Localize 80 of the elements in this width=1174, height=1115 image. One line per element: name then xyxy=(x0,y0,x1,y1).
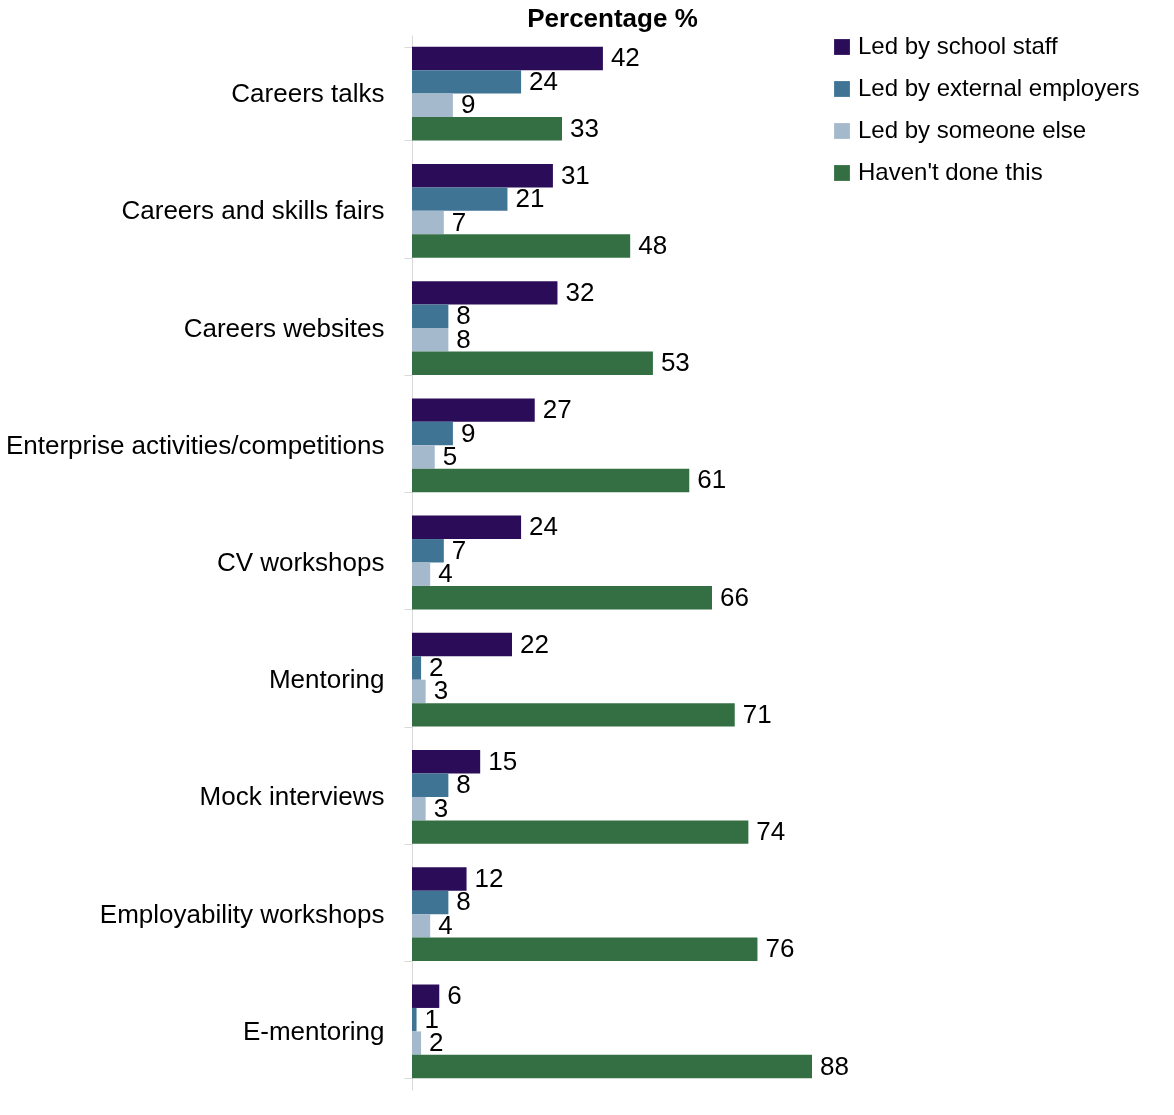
bar xyxy=(412,1054,812,1079)
data-label: 3 xyxy=(433,792,449,823)
bar xyxy=(412,750,481,774)
data-label: 7 xyxy=(451,534,467,565)
data-label: 24 xyxy=(529,511,559,542)
data-label: 66 xyxy=(720,581,749,612)
y-tick-label: Careers talks xyxy=(231,78,385,109)
y-tick-label: CV workshops xyxy=(216,547,385,577)
legend-label: Led by school staff xyxy=(858,32,1059,59)
data-label: 15 xyxy=(488,745,518,776)
bar xyxy=(412,796,426,821)
bar xyxy=(412,890,449,915)
legend-label: Haven't done this xyxy=(858,158,1043,185)
data-label: 27 xyxy=(542,394,572,425)
y-tick-label: Mock interviews xyxy=(199,781,385,812)
bar xyxy=(412,515,522,540)
bar xyxy=(412,656,422,680)
bar xyxy=(412,328,449,352)
bar xyxy=(412,562,431,586)
data-label: 48 xyxy=(638,230,668,260)
x-axis-title: Percentage % xyxy=(527,2,698,33)
bar xyxy=(412,914,431,938)
data-label: 33 xyxy=(570,112,599,143)
bar xyxy=(412,304,449,329)
bar xyxy=(412,398,535,422)
bar xyxy=(412,117,562,141)
data-label: 21 xyxy=(515,183,545,214)
bar xyxy=(412,1007,417,1032)
bar xyxy=(412,984,440,1008)
data-label: 53 xyxy=(660,347,690,378)
data-label: 9 xyxy=(460,89,476,120)
y-tick-label: Employability workshops xyxy=(99,898,385,929)
bar xyxy=(412,632,512,657)
legend-label: Led by external employers xyxy=(858,74,1140,101)
data-label: 32 xyxy=(565,276,595,307)
bar xyxy=(412,421,453,446)
y-tick-label: Enterprise activities/competitions xyxy=(5,429,385,460)
bar xyxy=(412,703,735,727)
data-label: 22 xyxy=(520,628,549,659)
data-label: 42 xyxy=(610,42,640,73)
bar xyxy=(412,1031,422,1055)
data-label: 5 xyxy=(442,441,458,471)
bar xyxy=(412,46,603,71)
data-label: 31 xyxy=(560,159,590,190)
data-label: 7 xyxy=(451,206,467,237)
bar xyxy=(412,679,426,704)
data-label: 24 xyxy=(529,65,559,96)
bar xyxy=(412,234,631,258)
bar xyxy=(412,468,690,493)
y-tick-label: Mentoring xyxy=(268,664,385,695)
data-label: 4 xyxy=(438,558,453,589)
bar xyxy=(412,281,558,305)
data-label: 8 xyxy=(456,886,471,917)
bar xyxy=(412,351,653,375)
bar xyxy=(412,867,467,891)
data-label: 71 xyxy=(742,698,772,729)
legend-label: Led by someone else xyxy=(858,116,1087,143)
y-tick-label: Careers and skills fairs xyxy=(121,195,385,226)
bar xyxy=(412,93,453,118)
bar xyxy=(412,445,435,469)
bar xyxy=(412,773,449,797)
y-tick-label: E-mentoring xyxy=(242,1015,385,1046)
data-label: 4 xyxy=(438,909,453,940)
data-label: 74 xyxy=(756,816,786,847)
data-label: 12 xyxy=(474,863,504,893)
bar xyxy=(412,820,749,844)
bar xyxy=(412,163,553,188)
data-label: 9 xyxy=(460,417,476,448)
bar xyxy=(412,187,508,211)
data-label: 6 xyxy=(447,980,462,1011)
data-label: 88 xyxy=(820,1050,849,1081)
data-label: 61 xyxy=(697,464,727,495)
bar xyxy=(412,937,758,962)
data-label: 76 xyxy=(765,933,795,964)
bar xyxy=(412,70,522,94)
data-label: 8 xyxy=(456,769,471,800)
bar xyxy=(412,585,712,610)
bar xyxy=(412,539,444,563)
y-tick-label: Careers websites xyxy=(183,312,385,343)
bar xyxy=(412,210,444,235)
